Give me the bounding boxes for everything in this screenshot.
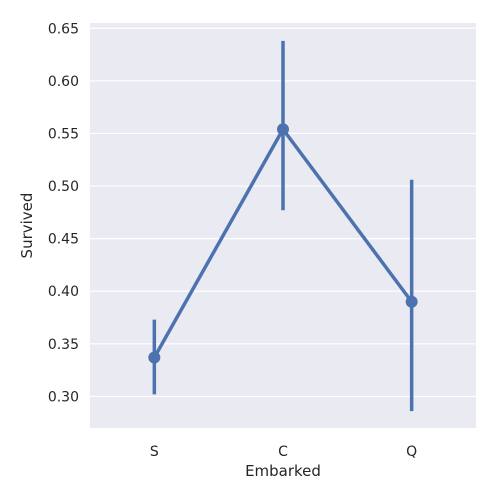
x-axis-label: Embarked xyxy=(245,462,321,480)
y-tick-label: 0.30 xyxy=(48,389,79,405)
data-points xyxy=(148,123,418,364)
data-point-s xyxy=(148,351,161,364)
y-tick-label: 0.65 xyxy=(48,21,79,37)
data-point-c xyxy=(277,123,289,136)
y-axis-label: Survived xyxy=(18,193,36,259)
y-tick-label: 0.45 xyxy=(48,232,79,248)
y-tick-label: 0.35 xyxy=(48,337,79,353)
x-tick-label-c: C xyxy=(278,444,288,460)
y-tick-label: 0.60 xyxy=(48,74,79,90)
y-tick-label: 0.55 xyxy=(48,126,79,142)
y-tick-label: 0.40 xyxy=(48,284,79,300)
data-point-q xyxy=(405,295,418,308)
y-axis-ticks: 0.30 0.35 0.40 0.45 0.50 0.55 0.60 0.65 xyxy=(48,21,79,405)
y-tick-label: 0.50 xyxy=(48,179,79,195)
x-tick-label-q: Q xyxy=(406,444,417,460)
x-tick-label-s: S xyxy=(150,444,159,460)
